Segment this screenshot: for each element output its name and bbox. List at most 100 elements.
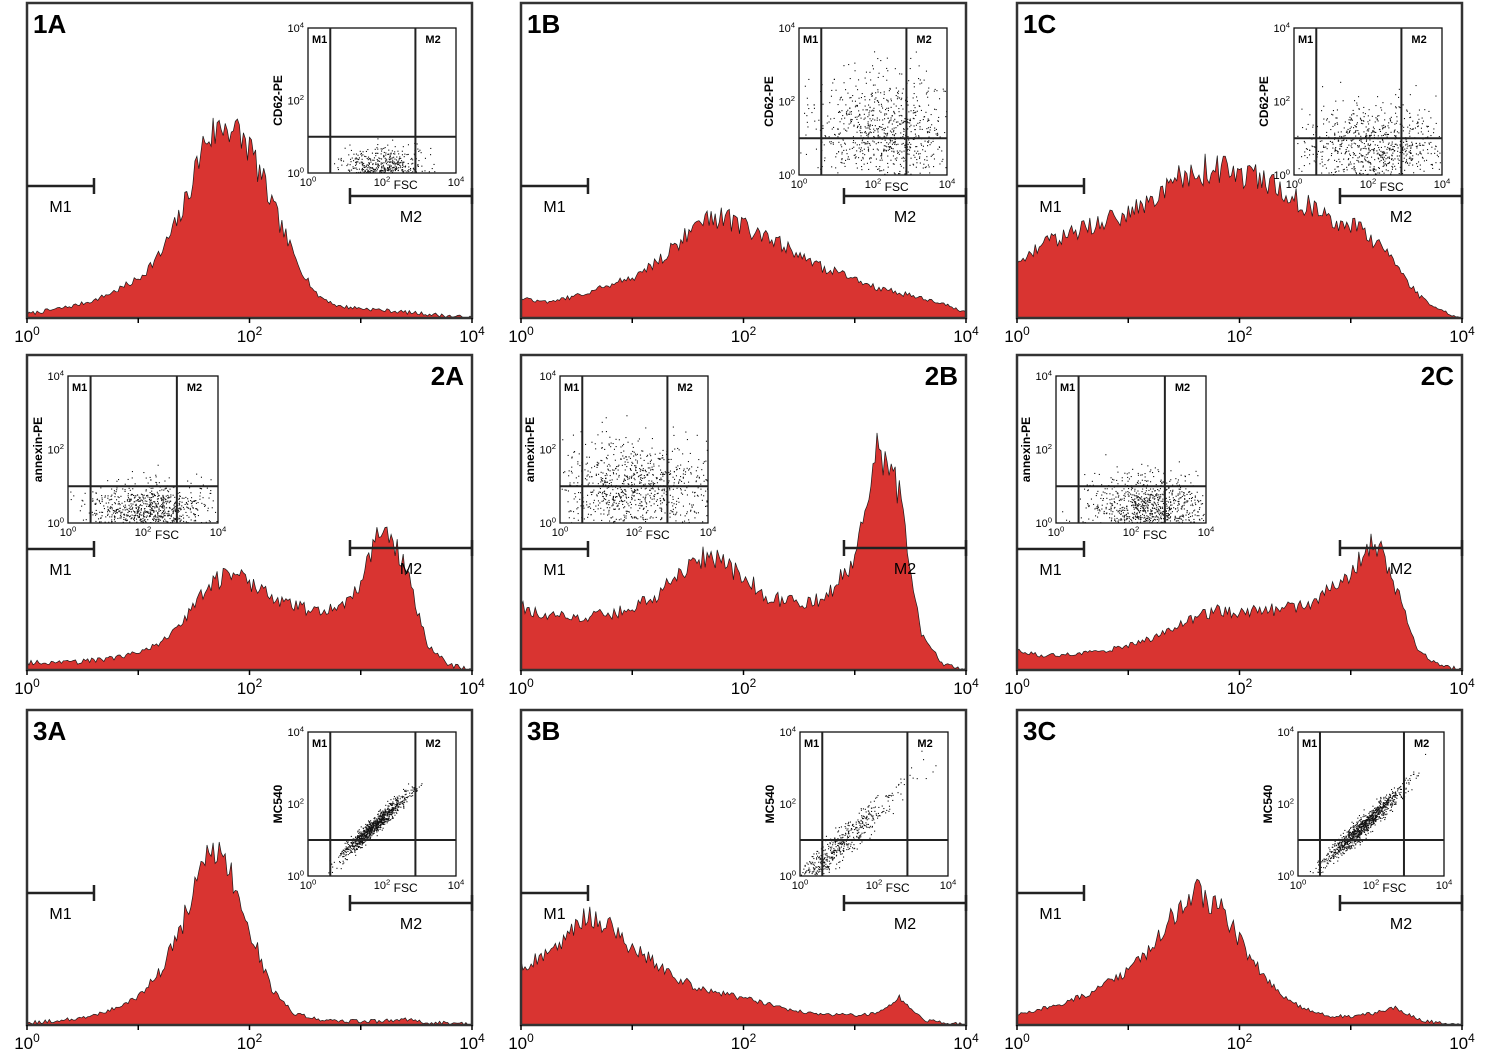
- inset-dot: [938, 116, 940, 118]
- inset-dot: [647, 462, 649, 464]
- inset-dot: [595, 448, 597, 450]
- inset-dot: [675, 513, 677, 515]
- inset-dot: [668, 471, 670, 473]
- inset-dot: [596, 466, 598, 468]
- inset-dot: [1147, 507, 1149, 509]
- inset-dot: [624, 516, 626, 518]
- inset-dot: [1181, 508, 1183, 510]
- inset-dot: [1309, 154, 1311, 156]
- inset-dot: [628, 483, 630, 485]
- inset-dot: [1124, 483, 1126, 485]
- inset-dot: [913, 82, 915, 84]
- inset-dot: [1414, 127, 1416, 129]
- inset-dot: [879, 159, 881, 161]
- inset-dot: [616, 478, 618, 480]
- inset-dot: [143, 515, 145, 517]
- inset-dot: [73, 495, 75, 497]
- inset-dot: [144, 516, 146, 518]
- inset-dot: [676, 487, 678, 489]
- inset-dot: [907, 153, 909, 155]
- inset-dot: [1111, 513, 1113, 515]
- inset-dot: [865, 109, 867, 111]
- inset-dot: [1188, 498, 1190, 500]
- inset-dot: [889, 87, 891, 89]
- inset-dot: [592, 491, 594, 493]
- inset-dot: [162, 505, 164, 507]
- inset-dot: [1144, 498, 1146, 500]
- inset-x-tick-label: 100: [60, 525, 77, 539]
- inset-dot: [659, 458, 661, 460]
- inset-dot: [1375, 131, 1377, 133]
- inset-dot: [107, 513, 109, 515]
- inset-dot: [371, 828, 373, 830]
- inset-dot: [1375, 117, 1377, 119]
- inset-dot: [849, 111, 851, 113]
- inset-dot: [926, 92, 928, 94]
- inset-dot: [867, 121, 869, 123]
- inset-dot: [623, 457, 625, 459]
- inset-dot: [156, 518, 158, 520]
- inset-dot: [1203, 513, 1205, 515]
- inset-dot: [1115, 496, 1117, 498]
- inset-dot: [873, 141, 875, 143]
- inset-dot: [1148, 519, 1150, 521]
- inset-dot: [894, 143, 896, 145]
- panel-label: 2C: [1421, 361, 1454, 391]
- inset-dot: [1395, 94, 1397, 96]
- inset-dot: [686, 494, 688, 496]
- inset-dot: [897, 93, 899, 95]
- inset-dot: [341, 853, 343, 855]
- inset-dot: [1144, 492, 1146, 494]
- inset-dot: [1352, 157, 1354, 159]
- inset-dot: [1331, 113, 1333, 115]
- inset-dot: [897, 143, 899, 145]
- inset-dot: [156, 505, 158, 507]
- inset-dot: [619, 487, 621, 489]
- inset-dot: [569, 510, 571, 512]
- inset-dot: [1101, 494, 1103, 496]
- inset-dot: [1360, 161, 1362, 163]
- inset-dot: [199, 498, 201, 500]
- inset-frame: [1293, 27, 1443, 176]
- inset-dot: [1406, 147, 1408, 149]
- inset-dot: [109, 511, 111, 513]
- inset-dot: [569, 482, 571, 484]
- inset-dot: [385, 810, 387, 812]
- inset-label-m2: M2: [1175, 382, 1190, 394]
- inset-dot: [919, 120, 921, 122]
- inset-dot: [1438, 136, 1440, 138]
- gate-label-m2: M2: [894, 209, 916, 226]
- inset-dot: [645, 494, 647, 496]
- inset-dot: [634, 491, 636, 493]
- inset-dot: [186, 506, 188, 508]
- inset-dot: [169, 507, 171, 509]
- inset-dot: [928, 104, 930, 106]
- inset-dot: [610, 446, 612, 448]
- inset-dot: [1312, 146, 1314, 148]
- inset-dot: [1402, 149, 1404, 151]
- inset-dot: [1368, 151, 1370, 153]
- inset-dot: [636, 453, 638, 455]
- inset-dot: [654, 494, 656, 496]
- inset-dot: [1409, 130, 1411, 132]
- inset-dot: [590, 491, 592, 493]
- inset-dot: [92, 514, 94, 516]
- inset-dot: [627, 478, 629, 480]
- inset-dot: [162, 504, 164, 506]
- inset-dot: [420, 152, 422, 154]
- inset-dot: [91, 500, 93, 502]
- inset-dot: [876, 100, 878, 102]
- inset-dot: [1111, 481, 1113, 483]
- inset-dot: [1336, 150, 1338, 152]
- inset-dot: [678, 481, 680, 483]
- inset-dot: [1186, 500, 1188, 502]
- inset-dot: [1355, 131, 1357, 133]
- inset-dot: [897, 125, 899, 127]
- inset-dot: [419, 149, 421, 151]
- inset-dot: [1326, 119, 1328, 121]
- inset-y-axis-label: annexin-PE: [1019, 417, 1033, 482]
- inset-dot: [1169, 507, 1171, 509]
- inset-dot: [368, 832, 370, 834]
- inset-dot: [1149, 471, 1151, 473]
- inset-dot: [385, 820, 387, 822]
